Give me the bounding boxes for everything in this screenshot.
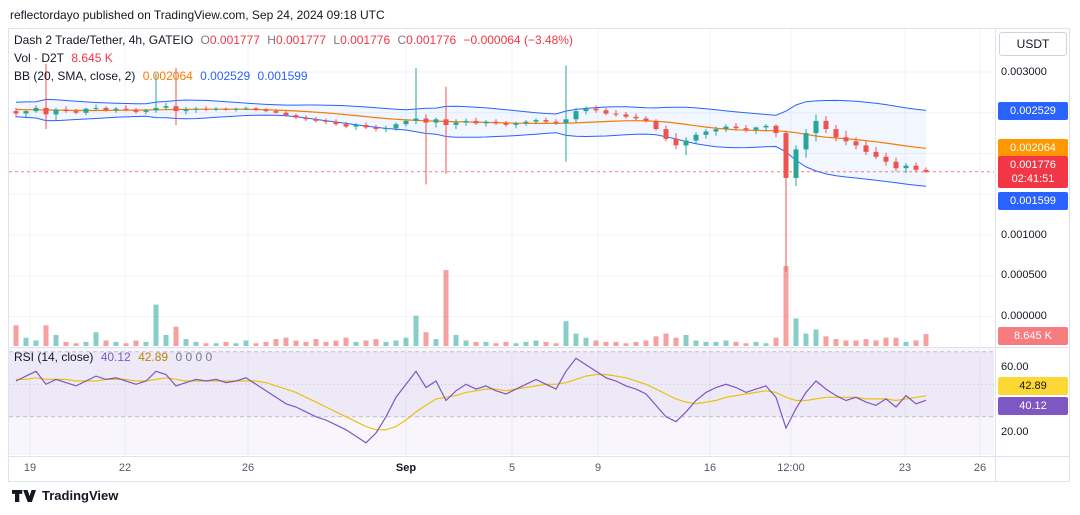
volume-legend-row: Vol · D2T 8.645 K [14,51,117,65]
bb-basis-value: 0.002064 [142,69,193,83]
price-axis-label: 0.001000 [1001,229,1047,241]
time-axis[interactable]: 19 22 26 Sep 5 9 16 12:00 23 26 [8,456,995,482]
rsi-title[interactable]: RSI (14, close) [14,350,94,364]
close-label: C [397,33,407,47]
symbol-title[interactable]: Dash 2 Trade/Tether, 4h, GATEIO [14,33,194,47]
rsi-ma-badge: 42.89 [998,377,1068,395]
rsi-legend-row: RSI (14, close) 40.12 42.89 0 0 0 0 [14,350,216,364]
price-axis-label: 0.003000 [1001,66,1047,78]
high-value: 0.001777 [275,33,327,47]
bb-basis-badge: 0.002064 [998,139,1068,157]
bb-upper-badge: 0.002529 [998,102,1068,120]
time-tick-label: 16 [703,462,717,474]
bb-legend-row: BB (20, SMA, close, 2) 0.002064 0.002529… [14,69,312,83]
last-price-badge: 0.001776 02:41:51 [998,156,1068,188]
pane-separator-time-axis [8,456,1070,457]
time-tick-label: 12:00 [777,462,805,474]
time-tick-label: 26 [973,462,987,474]
time-tick-label: 5 [508,462,516,474]
tradingview-brand-text: TradingView [42,488,119,503]
change-value: −0.000064 (−3.48%) [463,33,573,47]
rsi-badge: 40.12 [998,397,1068,415]
bar-countdown: 02:41:51 [1011,173,1055,185]
symbol-legend-row: Dash 2 Trade/Tether, 4h, GATEIO O0.00177… [14,33,577,47]
rsi-ma-value: 42.89 [138,350,169,364]
price-axis[interactable] [996,28,1070,456]
price-axis-separator [995,28,996,482]
time-tick-label: Sep [395,462,417,474]
time-tick-label: 9 [594,462,602,474]
price-axis-label: 0.000000 [1001,310,1047,322]
open-label: O [200,33,210,47]
time-tick-label: 23 [898,462,912,474]
rsi-hidden-values: 0 0 0 0 [175,350,213,364]
tradingview-logo-icon [12,489,36,502]
last-price-value: 0.001776 [1010,159,1056,171]
bb-title[interactable]: BB (20, SMA, close, 2) [14,69,136,83]
pane-separator-volume-rsi [8,347,1070,348]
time-tick-label: 22 [118,462,132,474]
time-tick-label: 26 [241,462,255,474]
volume-badge: 8.645 K [998,327,1068,345]
rsi-axis-label: 20.00 [1001,426,1029,438]
rsi-value: 40.12 [100,350,131,364]
price-axis-label: 0.000500 [1001,269,1047,281]
low-label: L [333,33,341,47]
currency-toggle[interactable]: USDT [999,32,1067,56]
rsi-axis-label: 60.00 [1001,361,1029,373]
publish-attribution: reflectordayo published on TradingView.c… [10,8,385,22]
bb-lower-badge: 0.001599 [998,192,1068,210]
time-tick-label: 19 [23,462,37,474]
volume-value: 8.645 K [71,51,113,65]
tradingview-footer[interactable]: TradingView [12,488,118,503]
volume-title[interactable]: Vol · D2T [14,51,65,65]
close-value: 0.001776 [406,33,457,47]
low-value: 0.001776 [340,33,391,47]
high-label: H [267,33,276,47]
open-value: 0.001777 [209,33,260,47]
bb-upper-value: 0.002529 [200,69,251,83]
bb-lower-value: 0.001599 [257,69,308,83]
